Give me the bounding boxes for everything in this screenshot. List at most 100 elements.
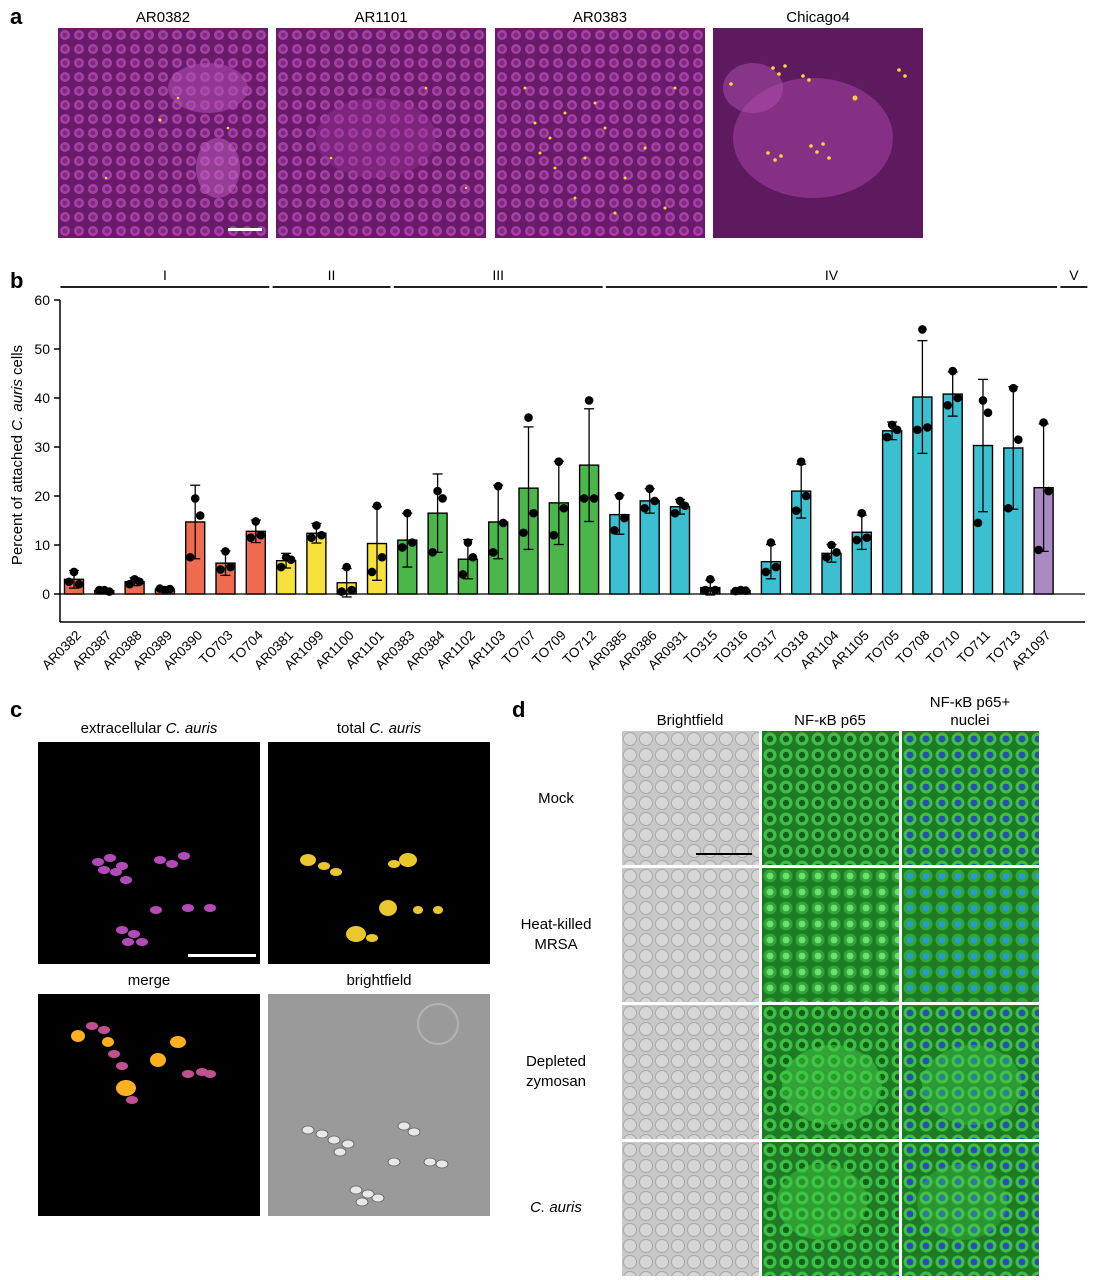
y-tick-label: 10	[34, 537, 50, 553]
point-AR0383	[408, 538, 417, 547]
point-TO703	[226, 562, 235, 572]
point-AR0386	[650, 496, 659, 506]
point-TO317	[771, 562, 781, 572]
row-label-cauris: C. auris	[530, 1199, 582, 1216]
panel-a-title-3: AR0383	[572, 9, 628, 26]
clade-label-I: I	[163, 267, 167, 283]
y-axis-label: Percent of attached C. auris cells	[9, 345, 26, 565]
tile-mrsa-p65	[762, 868, 899, 1002]
point-TO316	[731, 586, 740, 596]
point-AR1097	[1044, 486, 1053, 496]
micrograph-ar0383	[495, 28, 705, 238]
micrograph-merge	[38, 994, 260, 1216]
point-AR0385	[615, 491, 624, 501]
row-label-mrsa: Heat-killed MRSA	[520, 916, 592, 953]
point-AR1104	[832, 548, 841, 557]
point-TO708	[913, 425, 922, 435]
point-AR1099	[317, 530, 326, 540]
panel-letter-c: c	[10, 697, 23, 722]
point-AR1099	[312, 521, 321, 530]
panel-d-col-p65: NF-κB p65	[794, 712, 866, 729]
micrograph-extracellular	[38, 742, 260, 964]
point-AR0383	[398, 543, 407, 552]
point-AR1101	[367, 567, 377, 577]
point-TO711	[978, 396, 988, 405]
point-AR0384	[428, 548, 437, 557]
point-AR1103	[498, 518, 508, 528]
micrograph-ar1101	[276, 28, 486, 238]
point-AR0386	[640, 503, 649, 513]
tile-mock-merge	[902, 731, 1039, 865]
point-TO315	[706, 575, 715, 584]
point-AR1100	[337, 587, 347, 596]
point-AR0390	[195, 511, 205, 520]
y-tick-label: 0	[42, 586, 50, 602]
bar-AR0931	[669, 506, 691, 595]
clade-label-IV: IV	[825, 267, 839, 283]
point-TO713	[1004, 503, 1013, 513]
y-tick-label: 50	[34, 341, 50, 357]
clade-label-V: V	[1069, 267, 1079, 283]
point-AR1104	[827, 540, 836, 550]
y-tick-label: 40	[34, 390, 50, 406]
scale-bar	[228, 228, 262, 231]
point-TO704	[251, 517, 261, 526]
point-AR1105	[857, 508, 867, 518]
point-TO707	[519, 528, 528, 538]
panel-a-title-4: Chicago4	[786, 9, 850, 26]
point-TO713	[1014, 435, 1023, 444]
point-AR0381	[286, 555, 296, 564]
micrograph-brightfield	[268, 994, 490, 1216]
point-AR0382	[74, 579, 84, 589]
micrograph-chicago4	[713, 28, 923, 238]
point-TO704	[256, 530, 266, 540]
scale-bar	[696, 853, 752, 855]
tile-zymosan-p65	[762, 1005, 899, 1139]
point-TO315	[711, 585, 720, 595]
point-TO318	[801, 491, 811, 501]
point-TO708	[923, 423, 932, 432]
point-TO707	[529, 508, 538, 518]
panel-c-title-extracellular: extracellular C. auris	[80, 720, 218, 737]
point-TO710	[948, 366, 957, 376]
point-AR0382	[69, 567, 79, 577]
point-TO712	[579, 494, 589, 503]
point-TO318	[791, 506, 801, 515]
row-label-zymosan: Depleted zymosan	[525, 1053, 587, 1090]
point-AR0389	[155, 584, 165, 593]
micrograph-ar0382	[58, 28, 268, 238]
tile-mock-p65	[762, 731, 899, 865]
point-TO318	[796, 457, 806, 466]
point-AR0386	[645, 484, 654, 493]
clade-label-III: III	[492, 267, 504, 283]
point-AR0931	[680, 501, 690, 511]
point-AR0382	[64, 577, 74, 587]
tile-zymosan-merge	[902, 1005, 1039, 1139]
point-AR1103	[493, 481, 503, 491]
point-AR0389	[165, 584, 175, 594]
panel-a-title-2: AR1101	[354, 9, 408, 26]
scale-bar	[188, 954, 256, 957]
point-AR1100	[342, 562, 352, 572]
bar-TO705	[881, 430, 903, 595]
panel-c-title-merge: merge	[127, 972, 171, 989]
point-AR0387	[95, 585, 104, 595]
point-TO703	[221, 547, 230, 556]
point-TO703	[216, 565, 225, 574]
y-tick-label: 30	[34, 439, 50, 455]
point-AR1097	[1039, 418, 1048, 427]
panel-c-title-total: total C. auris	[336, 720, 422, 737]
point-TO709	[559, 503, 569, 513]
point-TO711	[983, 408, 993, 417]
point-TO317	[766, 538, 776, 547]
point-AR1105	[852, 535, 862, 545]
tile-zymosan-brightfield	[622, 1005, 759, 1139]
tile-cauris-merge	[902, 1142, 1039, 1276]
point-AR0388	[125, 579, 134, 589]
point-AR1102	[468, 552, 478, 562]
point-AR1100	[347, 585, 357, 595]
point-TO710	[943, 401, 952, 410]
panel-letter-b: b	[10, 268, 24, 293]
bar-chart-attachment: 0 10 20 30 40 50 60 Percent of attached C. auri…	[9, 267, 1088, 673]
point-TO705	[882, 432, 892, 442]
